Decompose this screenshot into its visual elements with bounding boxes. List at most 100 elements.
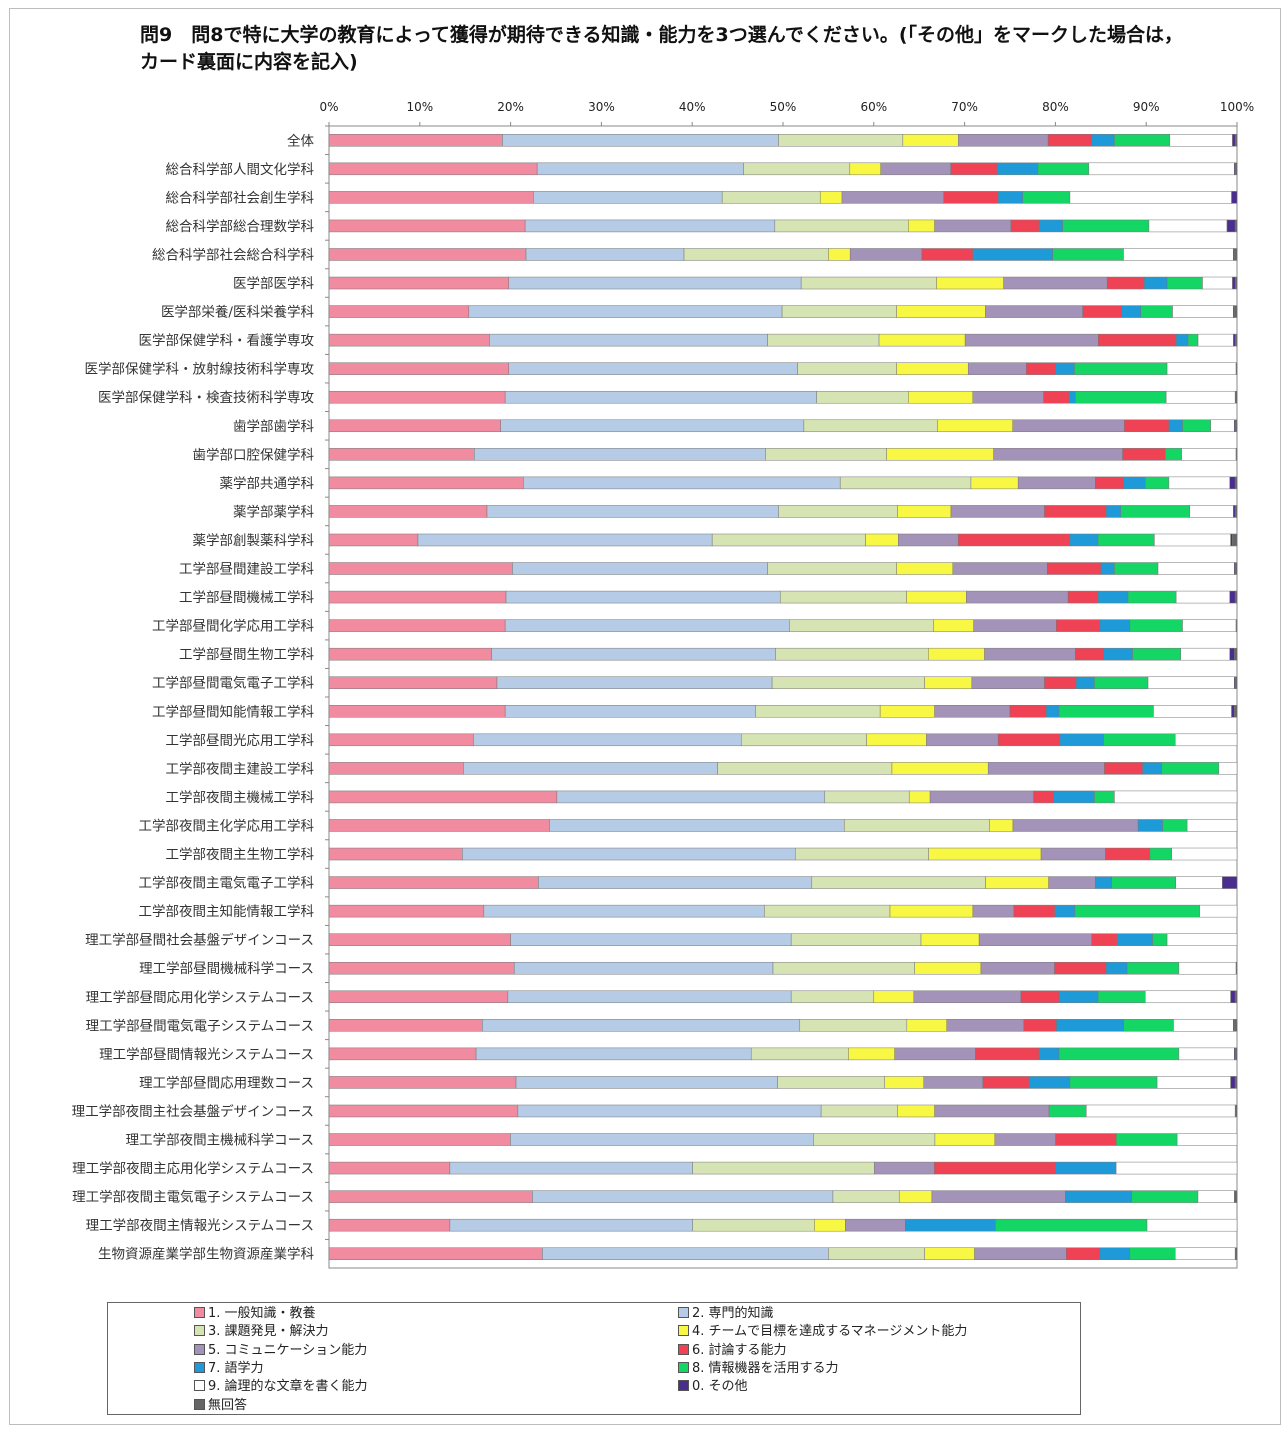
bar-segment — [1187, 333, 1199, 347]
x-tick-label: 80% — [1042, 100, 1069, 114]
bar-segment — [328, 476, 524, 490]
bar-segment — [924, 676, 973, 689]
bar-segment — [800, 276, 937, 290]
bar-segment — [1189, 505, 1234, 518]
bar-segment — [1197, 333, 1234, 347]
x-tick-label: 40% — [679, 100, 706, 114]
bar-segment — [967, 362, 1027, 375]
bar-segment — [1175, 733, 1238, 747]
bar-segment — [328, 847, 463, 861]
category-label: 歯学部歯学科 — [233, 419, 314, 435]
bar-segment — [1161, 762, 1220, 775]
bar-segment — [449, 1161, 693, 1175]
bar-segment — [1103, 647, 1133, 661]
bar-segment — [774, 219, 909, 233]
bar-segment — [984, 647, 1076, 661]
category-label: 総合科学部総合理数学科 — [166, 219, 315, 235]
bar-segment — [921, 248, 974, 261]
legend-swatch — [194, 1307, 205, 1318]
bar-segment — [512, 562, 768, 575]
bar-segment — [1123, 476, 1146, 490]
bar-segment — [508, 362, 798, 375]
bar-segment — [1074, 362, 1168, 375]
bar-segment — [970, 476, 1019, 490]
category-label: 歯学部口腔保健学科 — [193, 447, 315, 463]
bar-segment — [914, 961, 982, 975]
bar-segment — [1235, 961, 1238, 975]
bar-segment — [943, 191, 999, 204]
category-label: 生物資源産業学部生物資源産業学科 — [98, 1247, 314, 1263]
bar-segment — [1105, 847, 1151, 861]
bar-segment — [1218, 762, 1238, 775]
bar-segment — [879, 705, 935, 718]
bar-segment — [328, 733, 474, 747]
bar-segment — [1168, 419, 1183, 433]
bar-segment — [328, 248, 527, 261]
bar-segment — [549, 819, 845, 832]
bar-segment — [1017, 476, 1096, 490]
bar-segment — [1105, 961, 1128, 975]
chart-legend: 1. 一般知識・教養 2. 専門的知識 3. 課題発見・解決力 4. チームで目標を達… — [107, 1302, 1081, 1415]
bar-segment — [993, 448, 1123, 461]
bar-segment — [845, 1218, 906, 1232]
bar-segment — [328, 1190, 533, 1203]
bar-segment — [957, 533, 1071, 547]
bar-segment — [1178, 961, 1237, 975]
bar-segment — [692, 1161, 875, 1175]
bar-segment — [849, 162, 881, 176]
bar-segment — [886, 448, 994, 461]
bar-segment — [750, 1047, 849, 1061]
bar-segment — [1098, 333, 1177, 347]
bar-segment — [328, 1076, 517, 1089]
bar-segment — [542, 1247, 829, 1260]
bar-segment — [1234, 276, 1238, 290]
bar-segment — [1232, 276, 1236, 290]
category-label: 総合科学部社会創生学科 — [166, 190, 315, 206]
bar-segment — [764, 904, 891, 918]
category-label: 工学部昼間化学応用工学科 — [152, 619, 314, 635]
bar-segment — [878, 333, 966, 347]
bar-segment — [1229, 590, 1236, 604]
legend-item: 9. 論理的な文章を書く能力 — [194, 1378, 368, 1395]
bar-segment — [515, 1076, 778, 1089]
bar-segment — [824, 790, 910, 804]
category-label: 総合科学部人間文化学科 — [166, 162, 315, 178]
bar-segment — [1127, 590, 1177, 604]
bar-segment — [507, 990, 792, 1004]
category-label: 理工学部昼間応用理数コース — [139, 1075, 314, 1091]
bar-segment — [1175, 590, 1230, 604]
bar-segment — [1210, 419, 1235, 433]
bar-segment — [1012, 819, 1139, 832]
bar-segment — [790, 990, 875, 1004]
bar-segment — [987, 762, 1105, 775]
bar-segment — [1178, 1047, 1235, 1061]
bar-segment — [523, 476, 841, 490]
bar-segment — [328, 1019, 483, 1032]
bar-segment — [1234, 990, 1238, 1004]
x-tick-label: 20% — [497, 100, 524, 114]
bar-segment — [1129, 619, 1183, 632]
bar-segment — [1235, 619, 1238, 632]
bar-segment — [740, 733, 867, 747]
bar-segment — [1166, 362, 1237, 375]
bar-segment — [475, 1047, 752, 1061]
bar-segment — [1094, 790, 1115, 804]
bar-segment — [482, 1019, 801, 1032]
bar-segment — [908, 790, 931, 804]
bar-segment — [832, 1190, 900, 1203]
bar-segment — [789, 619, 934, 632]
bar-segment — [513, 961, 774, 975]
bar-segment — [928, 647, 985, 661]
stacked-bar-chart: 0% 10% 20% 30% 40% 50% 60% 70% 80% 90% 100% 全体総合科学部… — [72, 100, 1254, 1269]
bar-segment — [1121, 305, 1142, 318]
category-label: 工学部昼間光応用工学科 — [166, 733, 315, 749]
bar-segment — [913, 990, 1022, 1004]
bar-segment — [1229, 476, 1236, 490]
bar-segment — [1162, 819, 1188, 832]
bar-segment — [1082, 305, 1122, 318]
bar-segment — [1147, 676, 1235, 689]
bar-segment — [819, 191, 843, 204]
bar-segment — [328, 448, 475, 461]
bar-segment — [496, 676, 773, 689]
bar-segment — [1095, 876, 1112, 889]
